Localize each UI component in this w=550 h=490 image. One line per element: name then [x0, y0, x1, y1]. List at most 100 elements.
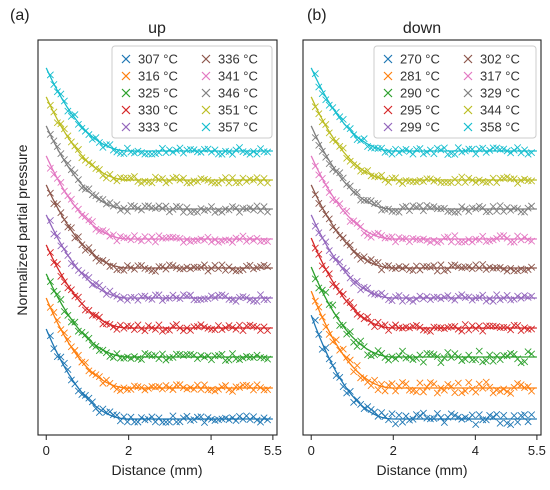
data-point: [493, 291, 501, 299]
data-point: [46, 216, 54, 225]
data-point: [264, 326, 272, 334]
data-point: [214, 206, 223, 215]
data-point: [496, 175, 504, 183]
x-tick-label: 2: [125, 443, 132, 458]
data-point: [405, 147, 414, 155]
data-point: [57, 272, 65, 280]
data-point: [325, 355, 333, 363]
fit-line: [45, 155, 273, 240]
data-point: [447, 410, 455, 418]
data-point: [130, 326, 138, 334]
data-point: [165, 418, 173, 426]
data-point: [169, 386, 177, 394]
data-point: [141, 327, 149, 335]
data-point: [232, 146, 240, 154]
panel-a-axes-frame: [37, 39, 278, 436]
data-point: [458, 291, 466, 299]
data-point: [388, 207, 396, 215]
data-point: [475, 202, 483, 210]
data-point: [329, 338, 337, 346]
data-point: [200, 261, 208, 269]
data-point: [430, 380, 438, 388]
data-point: [57, 90, 65, 98]
data-point: [489, 236, 497, 244]
data-point: [249, 236, 258, 244]
data-point: [419, 235, 427, 243]
data-point: [510, 267, 518, 275]
data-point: [228, 350, 237, 358]
legend-label: 357 °C: [218, 120, 258, 135]
data-point: [430, 351, 438, 359]
data-point: [74, 233, 82, 241]
data-point: [332, 336, 340, 344]
data-point: [155, 291, 163, 299]
data-point: [228, 266, 237, 274]
data-point: [228, 150, 237, 158]
data-point: [158, 327, 166, 335]
panel-b-legend: 270 °C 281 °C 290 °C 295 °C 299 °C 302 °C 317 …: [373, 45, 537, 139]
data-point: [162, 265, 170, 273]
data-point: [60, 216, 68, 224]
data-point: [433, 389, 441, 397]
data-point: [496, 202, 504, 210]
data-point: [318, 313, 326, 321]
data-point: [472, 205, 480, 213]
data-point: [343, 267, 351, 275]
data-point: [385, 148, 393, 156]
data-point: [360, 135, 368, 143]
fit-line: [45, 328, 273, 420]
data-point: [130, 173, 138, 181]
data-point: [332, 108, 340, 116]
data-point: [60, 359, 68, 367]
legend-label: 270 °C: [400, 52, 440, 67]
data-point: [440, 144, 448, 152]
data-point: [92, 279, 100, 287]
data-point: [123, 234, 131, 242]
panel-a-xlabel: Distance (mm): [111, 462, 202, 478]
data-point: [398, 418, 407, 426]
data-point: [482, 148, 490, 156]
data-point: [472, 150, 480, 158]
data-point: [74, 145, 82, 153]
data-point: [200, 381, 208, 389]
data-point: [71, 346, 79, 354]
data-point: [322, 288, 330, 296]
data-point: [239, 327, 247, 335]
data-point: [193, 322, 201, 330]
data-point: [528, 237, 536, 245]
data-point: [64, 284, 72, 292]
data-point: [46, 278, 54, 286]
data-point: [322, 181, 330, 189]
data-point: [507, 421, 515, 429]
data-point: [207, 238, 215, 246]
data-point: [228, 296, 237, 304]
data-point: [228, 323, 237, 331]
data-point: [207, 292, 215, 300]
data-point: [371, 258, 379, 266]
data-point: [137, 261, 145, 270]
panel-b-marks: [310, 67, 537, 429]
data-point: [120, 413, 128, 421]
data-point: [130, 353, 138, 361]
data-point: [489, 357, 497, 365]
data-point: [444, 292, 452, 300]
data-point: [64, 251, 72, 259]
data-point: [116, 232, 124, 240]
data-point: [343, 123, 351, 131]
data-point: [402, 380, 410, 388]
data-point: [430, 293, 438, 301]
data-point: [458, 327, 466, 335]
data-point: [521, 146, 529, 154]
data-point: [113, 325, 121, 333]
data-point: [528, 177, 536, 185]
data-point: [92, 134, 100, 142]
data-point: [500, 411, 508, 419]
data-point: [454, 413, 462, 421]
data-point: [507, 326, 515, 334]
data-point: [479, 327, 487, 335]
data-point: [482, 265, 490, 274]
data-point: [85, 306, 93, 314]
data-point: [322, 96, 330, 104]
data-point: [109, 323, 117, 331]
